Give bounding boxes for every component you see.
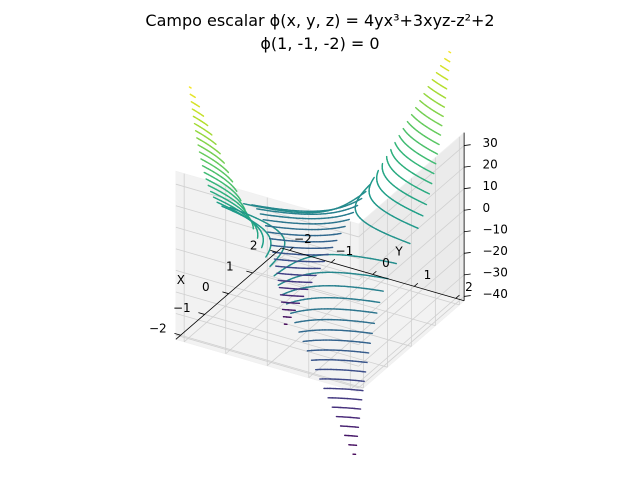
y-tick-mark	[330, 258, 336, 263]
z-tick-label: 20	[483, 158, 498, 172]
contour-lines	[188, 50, 452, 456]
z-tick-mark	[464, 144, 471, 146]
contour-segment	[444, 57, 447, 61]
contour-segment	[350, 211, 355, 215]
y-tick-mark	[289, 246, 294, 251]
z-tick-mark	[464, 252, 471, 254]
gridline-z-back	[358, 145, 465, 238]
y-tick-label: −2	[294, 232, 312, 246]
contour-segment	[410, 113, 414, 117]
gridline-z-side	[175, 248, 359, 302]
gridline-y-floor	[183, 250, 290, 343]
contour-segment	[377, 169, 380, 173]
gridline-y-floor	[225, 262, 332, 355]
z-tick-label: −10	[483, 222, 508, 236]
contour-segment	[398, 134, 401, 138]
x-tick-label: −1	[173, 301, 191, 315]
z-tick-label: −20	[483, 244, 508, 258]
y-tick-label: 2	[465, 280, 473, 294]
y-axis-label: Y	[394, 245, 403, 259]
gridline-z-side	[175, 313, 359, 367]
z-tick-label: −30	[483, 265, 508, 279]
gridline-z-side	[175, 291, 359, 346]
x-tick-mark	[270, 249, 277, 253]
contour-segment	[194, 130, 199, 133]
contour-segment	[190, 101, 194, 104]
contour-segment	[354, 204, 359, 208]
axis-lines	[174, 132, 471, 340]
z-tick-mark	[464, 187, 471, 190]
x-tick-label: 0	[202, 280, 210, 294]
contour-segment	[415, 106, 418, 110]
y-tick-mark	[372, 270, 377, 275]
z-tick-mark	[464, 165, 471, 168]
contour-segment	[431, 78, 435, 82]
contour-segment	[192, 115, 196, 118]
contour-segment	[216, 201, 220, 204]
contour-segment	[193, 122, 198, 126]
contour-segment	[196, 137, 200, 140]
z-tick-mark	[464, 273, 471, 276]
contour-segment	[212, 196, 217, 199]
x-tick-label: −2	[149, 322, 167, 336]
contour-segment	[359, 197, 363, 201]
z-tick-label: 30	[483, 136, 498, 150]
gridline-z-back	[358, 231, 465, 324]
y-tick-label: 0	[382, 256, 390, 270]
contour-segment	[200, 158, 204, 161]
gridline-z-back	[358, 296, 465, 389]
x-tick-mark	[246, 270, 253, 274]
x-tick-mark	[174, 333, 181, 336]
z-tick-label: 0	[483, 201, 491, 215]
gridlines	[175, 136, 465, 391]
contour-segment	[363, 190, 367, 194]
contour-segment	[448, 50, 452, 54]
x-tick-mark	[222, 291, 229, 295]
gridline-z-back	[358, 274, 465, 367]
z-tick-label: −40	[483, 287, 508, 301]
contour-segment	[372, 176, 375, 180]
contour-segment	[368, 183, 371, 187]
gridline-z-back	[358, 253, 465, 346]
contour-segment	[209, 190, 214, 194]
contour-segment	[394, 141, 397, 145]
gridline-z-side	[175, 270, 359, 324]
z-tick-label: 10	[483, 179, 498, 193]
x-tick-mark	[198, 312, 205, 315]
y-tick-mark	[414, 282, 419, 287]
contour-segment	[427, 85, 430, 89]
z-tick-mark	[464, 208, 471, 211]
contour-segment	[188, 86, 192, 89]
contour-segment	[198, 151, 203, 154]
chart-title: Campo escalar ϕ(x, y, z) = 4yx³+3xyz-z²+…	[145, 11, 495, 30]
x-axis-label: X	[177, 273, 185, 287]
contour-segment	[205, 178, 209, 181]
y-tick-mark	[455, 294, 460, 299]
gridline-z-back	[358, 209, 465, 302]
contour-segment	[197, 144, 201, 147]
z-tick-mark	[464, 230, 471, 233]
x-tick-label: 2	[250, 239, 258, 253]
contour-segment	[423, 92, 426, 95]
contour-segment	[201, 165, 206, 168]
y-tick-label: −1	[336, 244, 354, 258]
gridline-z-back	[358, 188, 465, 281]
contour-segment	[191, 108, 195, 111]
gridline-z-back	[358, 166, 465, 259]
chart-subtitle: ϕ(1, -1, -2) = 0	[260, 34, 380, 53]
z-tick-mark	[464, 295, 471, 297]
x-tick-label: 1	[226, 259, 234, 273]
axis-panes	[175, 131, 465, 393]
y-tick-label: 1	[424, 268, 432, 282]
gridline-y-floor	[350, 298, 457, 391]
